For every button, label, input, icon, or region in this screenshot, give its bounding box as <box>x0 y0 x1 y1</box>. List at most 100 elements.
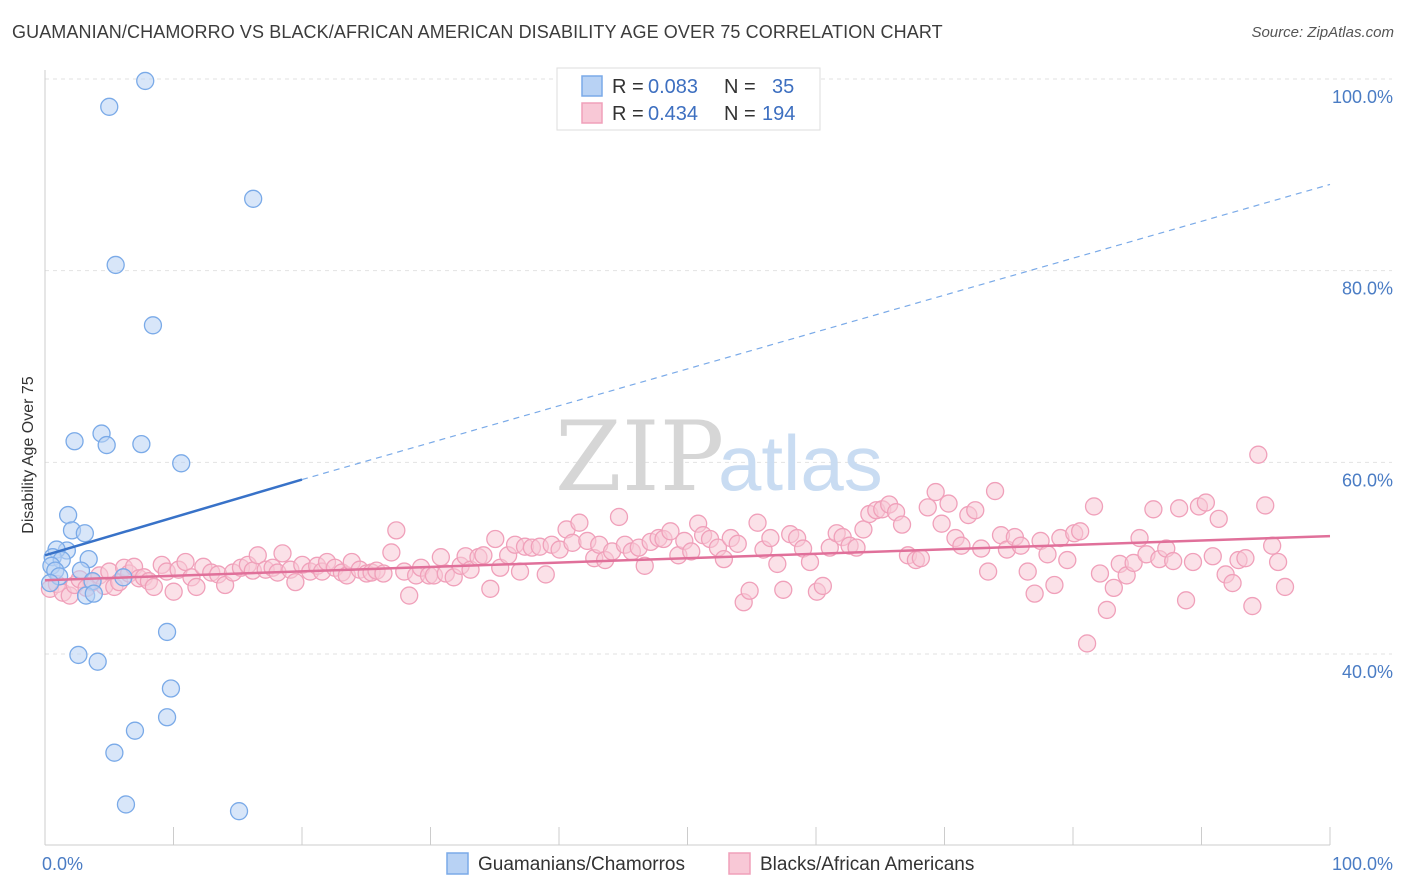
blacks-point-182 <box>1203 547 1222 566</box>
legend-r-label-1: R = <box>612 76 644 98</box>
blacks-point-158 <box>1045 575 1064 595</box>
trend-guamanian-solid <box>44 478 303 557</box>
blacks-point-146 <box>966 501 985 520</box>
blacks-point-57 <box>387 521 406 540</box>
bottom-legend: Guamanians/Chamorros Blacks/African Amer… <box>446 852 974 875</box>
blacks-point-177 <box>1169 499 1189 518</box>
guamanian-point-26 <box>84 584 103 603</box>
y-axis-label: Disability Age Over 75 <box>20 376 37 534</box>
bottom-legend-label-guamanian: Guamanians/Chamorros <box>478 854 685 875</box>
legend-r-label-2: R = <box>612 103 644 125</box>
y-tick-label-0: 40.0% <box>1342 662 1393 682</box>
blacks-point-192 <box>1268 552 1288 572</box>
blacks-point-140 <box>926 482 945 502</box>
guamanian-point-31 <box>157 708 177 727</box>
blacks-point-56 <box>382 543 401 562</box>
blacks-point-26 <box>187 577 206 597</box>
source-label: Source: ZipAtlas.com <box>1251 24 1394 41</box>
blacks-point-73 <box>486 529 505 549</box>
series-guamanian-points <box>40 71 263 821</box>
chart-title: GUAMANIAN/CHAMORRO VS BLACK/AFRICAN AMER… <box>12 22 943 42</box>
blacks-point-183 <box>1209 509 1228 529</box>
blacks-point-59 <box>400 586 419 605</box>
blacks-point-166 <box>1097 600 1117 620</box>
blacks-point-139 <box>918 498 937 517</box>
blacks-point-96 <box>635 556 654 575</box>
blacks-point-176 <box>1164 551 1183 571</box>
blacks-point-39 <box>273 544 292 563</box>
blacks-point-24 <box>176 552 195 572</box>
blacks-point-165 <box>1090 564 1110 583</box>
blacks-point-167 <box>1104 578 1123 598</box>
legend-n-value-1: 35 <box>772 76 794 98</box>
legend-n-label-1: N = <box>724 76 756 98</box>
blacks-point-135 <box>892 515 912 534</box>
gridlines <box>45 78 1392 655</box>
blacks-point-19 <box>144 577 164 597</box>
blacks-point-148 <box>978 562 998 581</box>
blacks-point-116 <box>768 554 787 574</box>
blacks-point-108 <box>714 549 734 569</box>
legend-r-value-2: 0.434 <box>648 103 698 125</box>
trend-lines <box>44 183 1331 582</box>
guamanian-point-29 <box>88 652 107 671</box>
guamanian-point-22 <box>40 573 60 593</box>
guamanian-point-3 <box>106 255 125 275</box>
blacks-point-110 <box>728 534 747 553</box>
y-tick-label-3: 100.0% <box>1332 87 1393 107</box>
blacks-point-163 <box>1077 634 1097 653</box>
blacks-point-103 <box>682 542 701 561</box>
blacks-point-185 <box>1223 573 1242 593</box>
guamanian-point-0 <box>136 71 155 91</box>
blacks-point-144 <box>952 536 971 555</box>
guamanian-point-35 <box>229 802 249 821</box>
guamanian-point-10 <box>58 505 78 525</box>
guamanian-point-6 <box>65 432 84 451</box>
watermark: ZIP atlas <box>555 401 883 513</box>
blacks-point-121 <box>800 552 820 572</box>
blacks-point-160 <box>1058 550 1077 570</box>
blacks-point-129 <box>854 520 873 539</box>
guamanian-point-32 <box>125 721 145 740</box>
watermark-atlas: atlas <box>718 419 883 507</box>
blacks-point-155 <box>1025 584 1044 603</box>
y-tick-label-2: 80.0% <box>1342 279 1393 299</box>
blacks-point-162 <box>1071 522 1090 541</box>
blacks-point-35 <box>248 546 267 565</box>
guamanian-point-8 <box>132 434 151 454</box>
x-tick-label-0: 0.0% <box>42 854 83 874</box>
guamanian-point-34 <box>116 795 136 814</box>
y-tick-label-1: 60.0% <box>1342 470 1393 490</box>
blacks-point-72 <box>481 579 500 598</box>
blacks-point-189 <box>1249 445 1268 464</box>
blacks-point-117 <box>774 580 793 599</box>
blacks-point-188 <box>1243 596 1262 616</box>
blacks-point-64 <box>431 548 451 567</box>
guamanian-point-9 <box>172 454 191 473</box>
blacks-point-138 <box>911 549 930 568</box>
series-blacks-points <box>40 445 1295 653</box>
guamanian-point-7 <box>97 435 116 455</box>
blacks-point-100 <box>661 522 680 541</box>
blacks-point-141 <box>932 514 951 533</box>
legend-swatch-guamanian <box>581 75 603 97</box>
blacks-point-149 <box>985 481 1005 501</box>
axes <box>44 70 1331 846</box>
guamanian-point-27 <box>157 622 177 642</box>
blacks-point-86 <box>570 513 589 532</box>
legend-box: R = 0.083 N = 35 R = 0.434 N = 194 <box>556 67 821 131</box>
bottom-legend-label-blacks: Blacks/African Americans <box>760 854 974 875</box>
blacks-point-170 <box>1124 553 1143 573</box>
blacks-point-113 <box>748 513 767 532</box>
guamanian-point-30 <box>161 679 181 698</box>
blacks-point-164 <box>1084 497 1104 516</box>
bottom-legend-swatch-guamanian <box>446 852 469 875</box>
trend-blacks <box>44 534 1331 582</box>
legend-swatch-blacks <box>581 102 603 124</box>
blacks-point-41 <box>286 572 305 592</box>
blacks-point-190 <box>1256 496 1275 515</box>
watermark-zip: ZIP <box>555 401 724 513</box>
blacks-point-81 <box>536 565 555 584</box>
legend-n-value-2: 194 <box>762 103 795 125</box>
blacks-point-77 <box>510 562 530 581</box>
